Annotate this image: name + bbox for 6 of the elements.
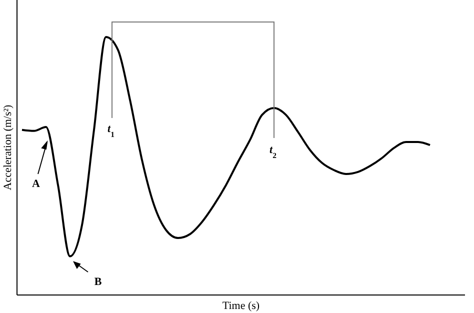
annotation: A [32, 178, 40, 190]
annotation: B [94, 276, 102, 288]
annotation: t$_{1}$ [108, 123, 115, 138]
annotation: t$_{2}$ [270, 144, 277, 160]
x-axis-title: Time (s) [222, 300, 260, 312]
y-axis-title: Acceleration (m/s²) [2, 104, 14, 190]
